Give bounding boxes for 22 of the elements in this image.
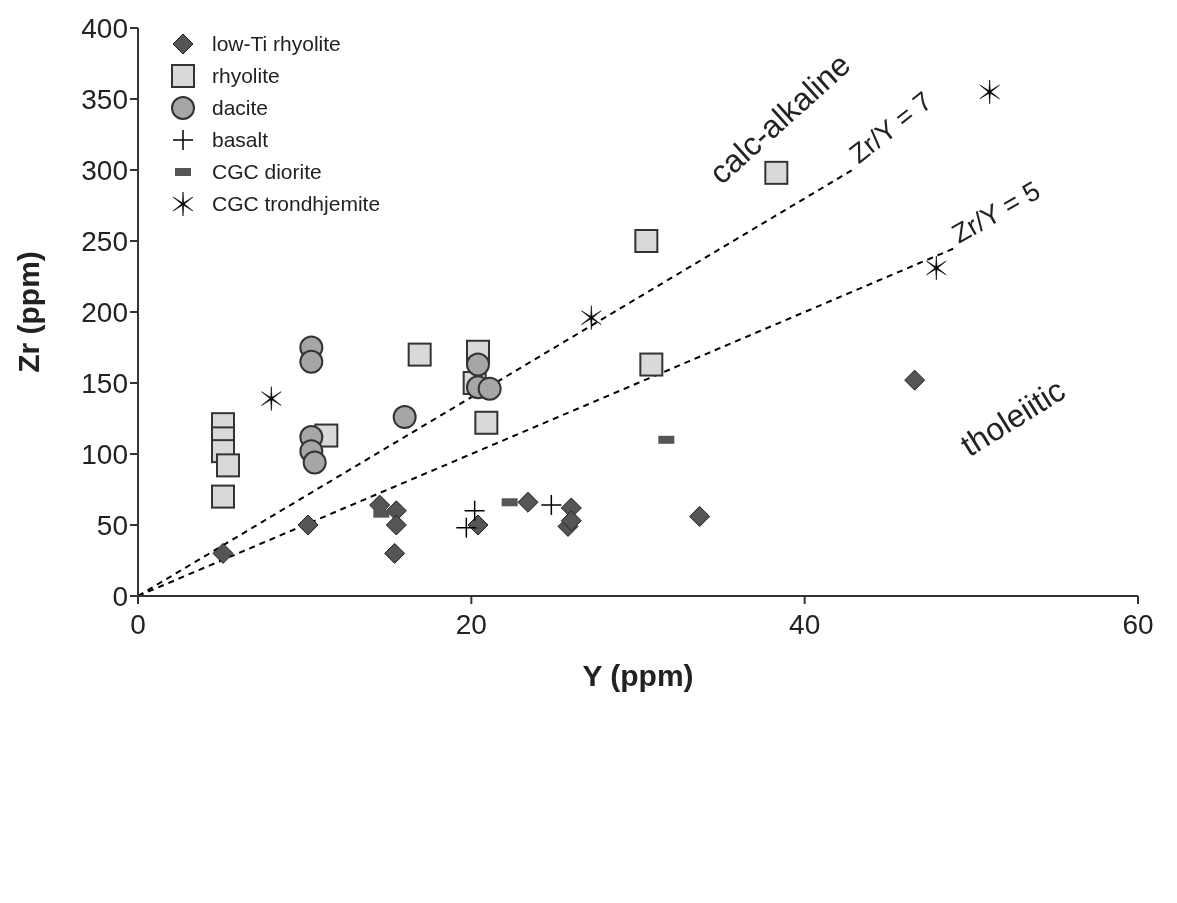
legend-label: rhyolite (212, 64, 280, 88)
text: Zr/Y = 5 (946, 175, 1046, 250)
y-tick-label: 100 (81, 438, 128, 470)
legend-label: low-Ti rhyolite (212, 32, 341, 56)
y-tick-label: 300 (81, 154, 128, 186)
y-axis-title: Zr (ppm) (11, 251, 45, 373)
legend-label: CGC trondhjemite (212, 192, 381, 216)
text: Zr/Y = 7 (843, 85, 938, 170)
y-tick-label: 200 (81, 296, 128, 328)
y-tick-label: 400 (81, 12, 128, 44)
y-tick-label: 350 (81, 83, 128, 115)
legend-label: CGC diorite (212, 160, 322, 184)
x-axis-title: Y (ppm) (582, 659, 694, 692)
y-tick-label: 0 (112, 580, 128, 612)
y-tick-label: 150 (81, 367, 128, 399)
x-tick-label: 60 (1122, 608, 1154, 640)
legend-label: dacite (212, 96, 269, 120)
y-tick-label: 250 (81, 225, 128, 257)
x-tick-label: 20 (455, 608, 487, 640)
legend-label: basalt (212, 128, 269, 152)
y-tick-label: 50 (96, 509, 128, 541)
x-tick-label: 40 (789, 608, 821, 640)
